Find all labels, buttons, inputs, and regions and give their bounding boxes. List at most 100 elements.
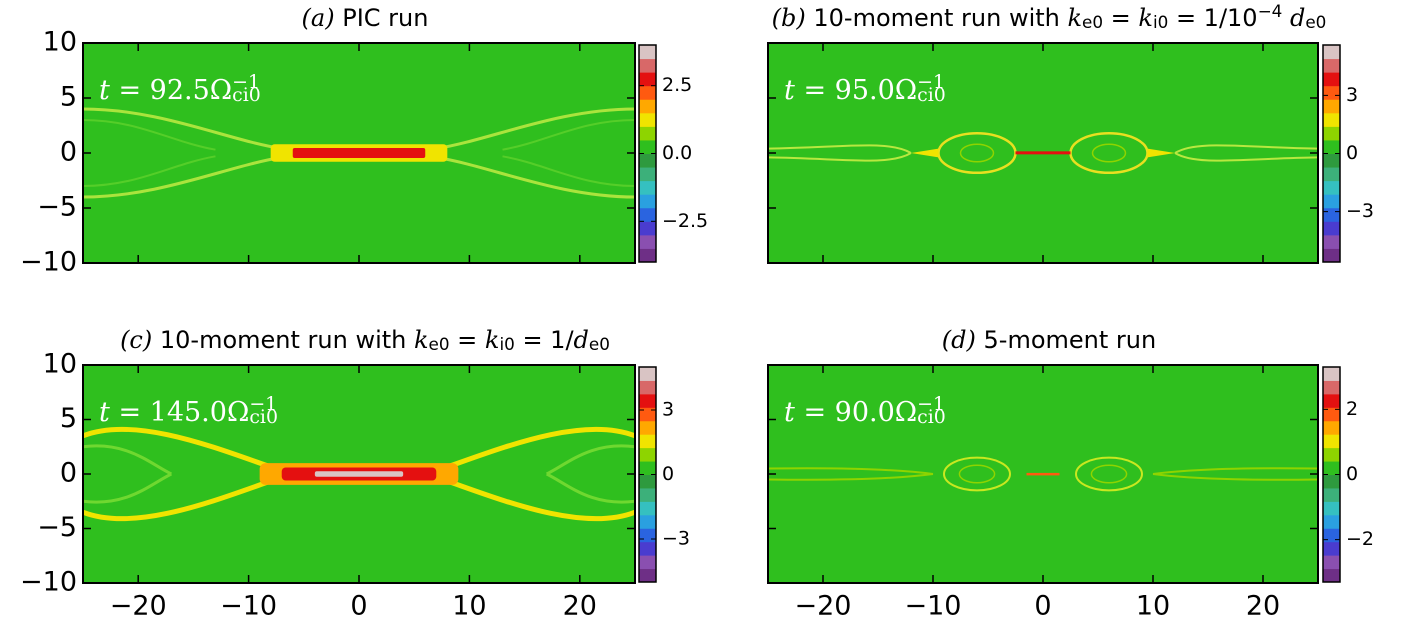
panel-title-part: k <box>1138 4 1153 32</box>
colorbar-band <box>1323 167 1340 182</box>
colorbar-band <box>639 528 656 543</box>
panel-title-part: = 1/10 <box>1168 4 1257 32</box>
colorbar-band <box>639 568 656 583</box>
x-tick-label: 10 <box>452 591 486 622</box>
panel-title: (d) 5-moment run <box>942 326 1156 355</box>
colorbar-band <box>1323 45 1340 60</box>
field-feature <box>436 155 635 199</box>
colorbar-band <box>1323 85 1340 100</box>
colorbar-band <box>639 58 656 73</box>
panel-title-part: (a) <box>302 4 335 32</box>
time-annotation-part: −1 <box>917 393 945 415</box>
field-feature <box>1090 464 1128 484</box>
heatmap <box>83 365 635 583</box>
colorbar-band <box>639 72 656 87</box>
colorbar-band <box>1323 461 1340 475</box>
time-annotation-part: t <box>784 397 795 428</box>
field-feature <box>83 107 282 151</box>
colorbar-band <box>639 99 656 114</box>
colorbar-tick-label: −3 <box>1346 200 1374 222</box>
colorbar-band <box>639 380 656 395</box>
colorbar-band <box>639 474 656 489</box>
field-feature <box>768 467 934 475</box>
colorbar-tick-label: 3 <box>1346 84 1358 106</box>
panel-title-part: k <box>414 326 429 354</box>
time-annotation-part: −1 <box>249 393 277 415</box>
y-tick-label: −10 <box>20 247 77 278</box>
colorbar-band <box>1323 126 1340 141</box>
field-feature <box>943 456 1011 492</box>
panel-title-part: = <box>1103 4 1138 32</box>
colorbar-tick-label: −2.5 <box>662 210 708 232</box>
colorbar-band <box>639 461 656 475</box>
colorbar-band <box>1323 234 1340 249</box>
colorbar-band <box>1323 501 1340 516</box>
time-annotation: t = 90.0Ω−1 ci0 <box>784 393 946 427</box>
time-annotation-part: = 92.5Ω <box>110 75 232 106</box>
colorbar-band <box>639 393 656 408</box>
field-feature <box>83 444 172 476</box>
colorbar-band <box>1323 112 1340 127</box>
colorbar-band <box>1323 407 1340 422</box>
y-tick-label: −5 <box>37 192 77 223</box>
panel-title-part: i0 <box>499 334 514 354</box>
time-annotation-part: t <box>99 75 110 106</box>
colorbar-tick-label: 2.5 <box>662 74 692 96</box>
colorbar-band <box>639 112 656 127</box>
colorbar-band <box>639 180 656 195</box>
colorbar-band <box>1323 180 1340 195</box>
colorbar-band <box>639 153 656 168</box>
heatmap <box>768 365 1318 583</box>
y-tick-label: 5 <box>60 403 77 434</box>
colorbar-band <box>1323 207 1340 222</box>
colorbar-band <box>639 447 656 462</box>
x-tick-label: −20 <box>795 591 852 622</box>
time-annotation-part: ci0 <box>917 406 946 428</box>
colorbar-band <box>639 45 656 60</box>
field-feature <box>1174 152 1318 162</box>
panel-title-part: = 1/ <box>515 326 575 354</box>
field-feature <box>1174 144 1318 154</box>
colorbar-band <box>639 167 656 182</box>
field-feature <box>314 471 404 477</box>
colorbar-band <box>1323 487 1340 502</box>
panel-title: (a) PIC run <box>302 4 429 33</box>
field-feature <box>436 107 635 151</box>
panel-title-part: d <box>574 326 589 354</box>
panel-title-part: k <box>485 326 500 354</box>
colorbar-tick-label: 0 <box>1346 463 1358 485</box>
panel-title-part: 10-moment run with <box>152 326 414 354</box>
field-feature <box>292 148 426 158</box>
colorbar-band <box>639 85 656 100</box>
colorbar-band <box>639 407 656 422</box>
colorbar-band <box>639 487 656 502</box>
panel-title-part: (b) <box>772 4 806 32</box>
heatmap <box>768 43 1318 263</box>
colorbar-band <box>1323 153 1340 168</box>
panel-title-part: k <box>1067 4 1082 32</box>
colorbar-tick-label: 0 <box>1346 142 1358 164</box>
panel-title-part: e0 <box>589 334 610 354</box>
colorbar-band <box>1323 474 1340 489</box>
time-annotation-part: −1 <box>232 71 260 93</box>
colorbar-band <box>639 194 656 209</box>
field-feature <box>1152 473 1318 481</box>
field-feature <box>502 155 635 187</box>
colorbar-band <box>639 541 656 556</box>
colorbar-band <box>639 126 656 141</box>
colorbar-band <box>639 248 656 263</box>
y-tick-label: 0 <box>60 137 77 168</box>
y-tick-label: −10 <box>20 567 77 598</box>
x-tick-label: 20 <box>563 591 597 622</box>
time-annotation-part: = 95.0Ω <box>795 75 917 106</box>
field-feature <box>1075 456 1143 492</box>
colorbar-band <box>1323 528 1340 543</box>
colorbar-tick-label: 3 <box>662 399 674 421</box>
time-annotation-part: ci0 <box>917 84 946 106</box>
field-feature <box>958 464 996 484</box>
time-annotation-part: t <box>99 397 110 428</box>
time-annotation: t = 92.5Ω−1 ci0 <box>99 71 261 105</box>
field-feature <box>911 148 1175 158</box>
field-feature <box>83 155 282 199</box>
colorbar-band <box>1323 541 1340 556</box>
